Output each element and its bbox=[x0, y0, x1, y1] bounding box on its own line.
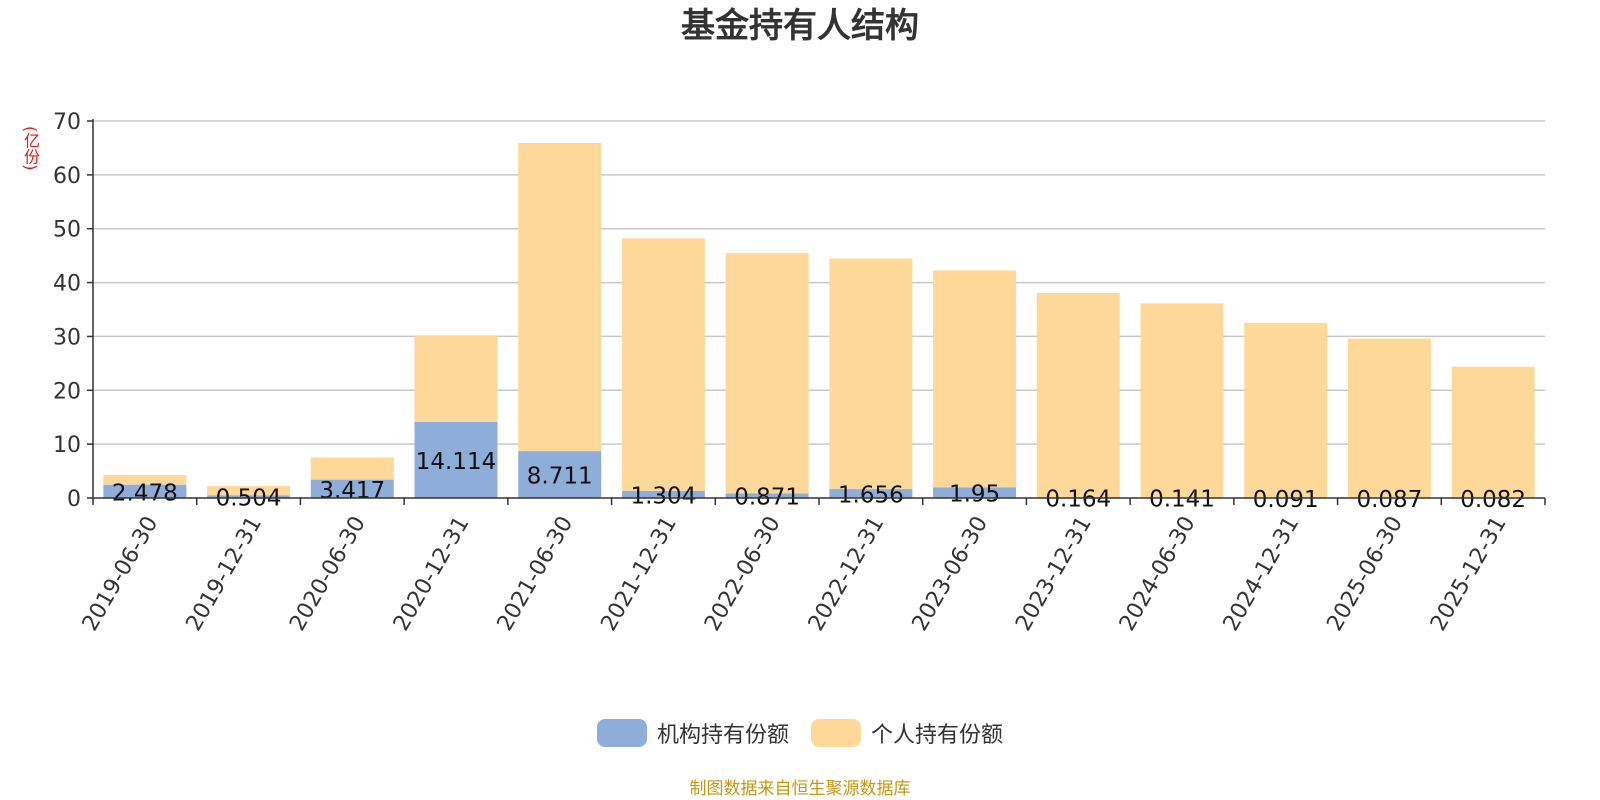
bar-institutional bbox=[518, 451, 602, 498]
bar-institutional bbox=[103, 484, 187, 498]
y-tick-label: 10 bbox=[53, 433, 81, 458]
bar-individual bbox=[1140, 303, 1224, 498]
bar-individual bbox=[103, 474, 187, 485]
x-tick-label: 2019-06-30 bbox=[78, 512, 164, 635]
x-tick-label: 2024-12-31 bbox=[1219, 512, 1305, 635]
bar-institutional bbox=[621, 490, 705, 498]
y-tick-label: 70 bbox=[53, 110, 81, 135]
x-tick-label: 2021-12-31 bbox=[596, 512, 682, 635]
y-tick-label: 60 bbox=[53, 164, 81, 189]
legend: 机构持有份额 个人持有份额 bbox=[0, 717, 1600, 749]
data-label-institutional: 0.082 bbox=[1460, 487, 1526, 513]
x-tick-label: 2020-06-30 bbox=[285, 512, 371, 635]
bar-individual bbox=[1244, 323, 1328, 498]
y-tick-label: 20 bbox=[53, 379, 81, 404]
x-tick-label: 2022-12-31 bbox=[804, 512, 890, 635]
bar-institutional bbox=[829, 489, 913, 498]
x-tick-label: 2023-12-31 bbox=[1011, 512, 1097, 635]
bar-institutional bbox=[725, 493, 809, 498]
data-label-institutional: 0.091 bbox=[1253, 487, 1319, 513]
bar-institutional bbox=[310, 479, 394, 498]
data-label-institutional: 1.656 bbox=[838, 483, 904, 509]
bar-individual bbox=[207, 486, 291, 496]
data-label-institutional: 1.95 bbox=[949, 482, 1000, 508]
bar-individual bbox=[829, 258, 913, 490]
data-label-institutional: 3.417 bbox=[319, 478, 385, 504]
chart-title: 基金持有人结构 bbox=[681, 6, 919, 46]
y-tick-label: 0 bbox=[67, 487, 81, 512]
data-label-institutional: 0.087 bbox=[1356, 487, 1422, 513]
x-tick-label: 2019-12-31 bbox=[182, 512, 268, 635]
bar-individual bbox=[414, 335, 498, 422]
x-tick-label: 2024-06-30 bbox=[1115, 512, 1201, 635]
bar-institutional bbox=[414, 421, 498, 498]
x-tick-label: 2025-12-31 bbox=[1426, 512, 1512, 635]
data-label-institutional: 0.141 bbox=[1149, 487, 1215, 513]
x-tick-label: 2021-06-30 bbox=[493, 512, 579, 635]
data-label-institutional: 0.164 bbox=[1045, 487, 1111, 513]
bar-individual bbox=[621, 238, 705, 491]
bar-institutional bbox=[933, 487, 1017, 498]
legend-swatch-institutional bbox=[596, 719, 647, 747]
x-tick-label: 2025-06-30 bbox=[1322, 512, 1408, 635]
y-tick-label: 50 bbox=[53, 218, 81, 243]
data-label-institutional: 1.304 bbox=[630, 483, 696, 509]
bar-institutional bbox=[207, 495, 291, 498]
bar-individual bbox=[725, 253, 809, 494]
bar-individual bbox=[310, 457, 394, 480]
legend-label-institutional: 机构持有份额 bbox=[656, 723, 789, 748]
y-tick-label: 30 bbox=[53, 325, 81, 350]
bar-individual bbox=[518, 143, 602, 452]
y-tick-label: 40 bbox=[53, 272, 81, 297]
legend-item-institutional[interactable]: 机构持有份额 bbox=[596, 717, 789, 749]
bar-individual bbox=[933, 270, 1017, 488]
source-note: 制图数据来自恒生聚源数据库 bbox=[689, 779, 911, 799]
bar-individual bbox=[1036, 292, 1120, 498]
x-tick-label: 2022-06-30 bbox=[700, 512, 786, 635]
x-tick-label: 2023-06-30 bbox=[908, 512, 994, 635]
data-label-institutional: 8.711 bbox=[527, 464, 593, 490]
data-label-institutional: 2.478 bbox=[112, 480, 178, 506]
y-axis-unit-label: (亿份) bbox=[21, 125, 40, 171]
bar-individual bbox=[1451, 366, 1535, 498]
x-tick-label: 2020-12-31 bbox=[389, 512, 475, 635]
data-label-institutional: 14.114 bbox=[416, 449, 496, 475]
legend-item-individual[interactable]: 个人持有份额 bbox=[811, 717, 1003, 749]
bar-individual bbox=[1347, 338, 1431, 498]
legend-swatch-individual bbox=[811, 719, 861, 747]
legend-label-individual: 个人持有份额 bbox=[871, 723, 1004, 748]
